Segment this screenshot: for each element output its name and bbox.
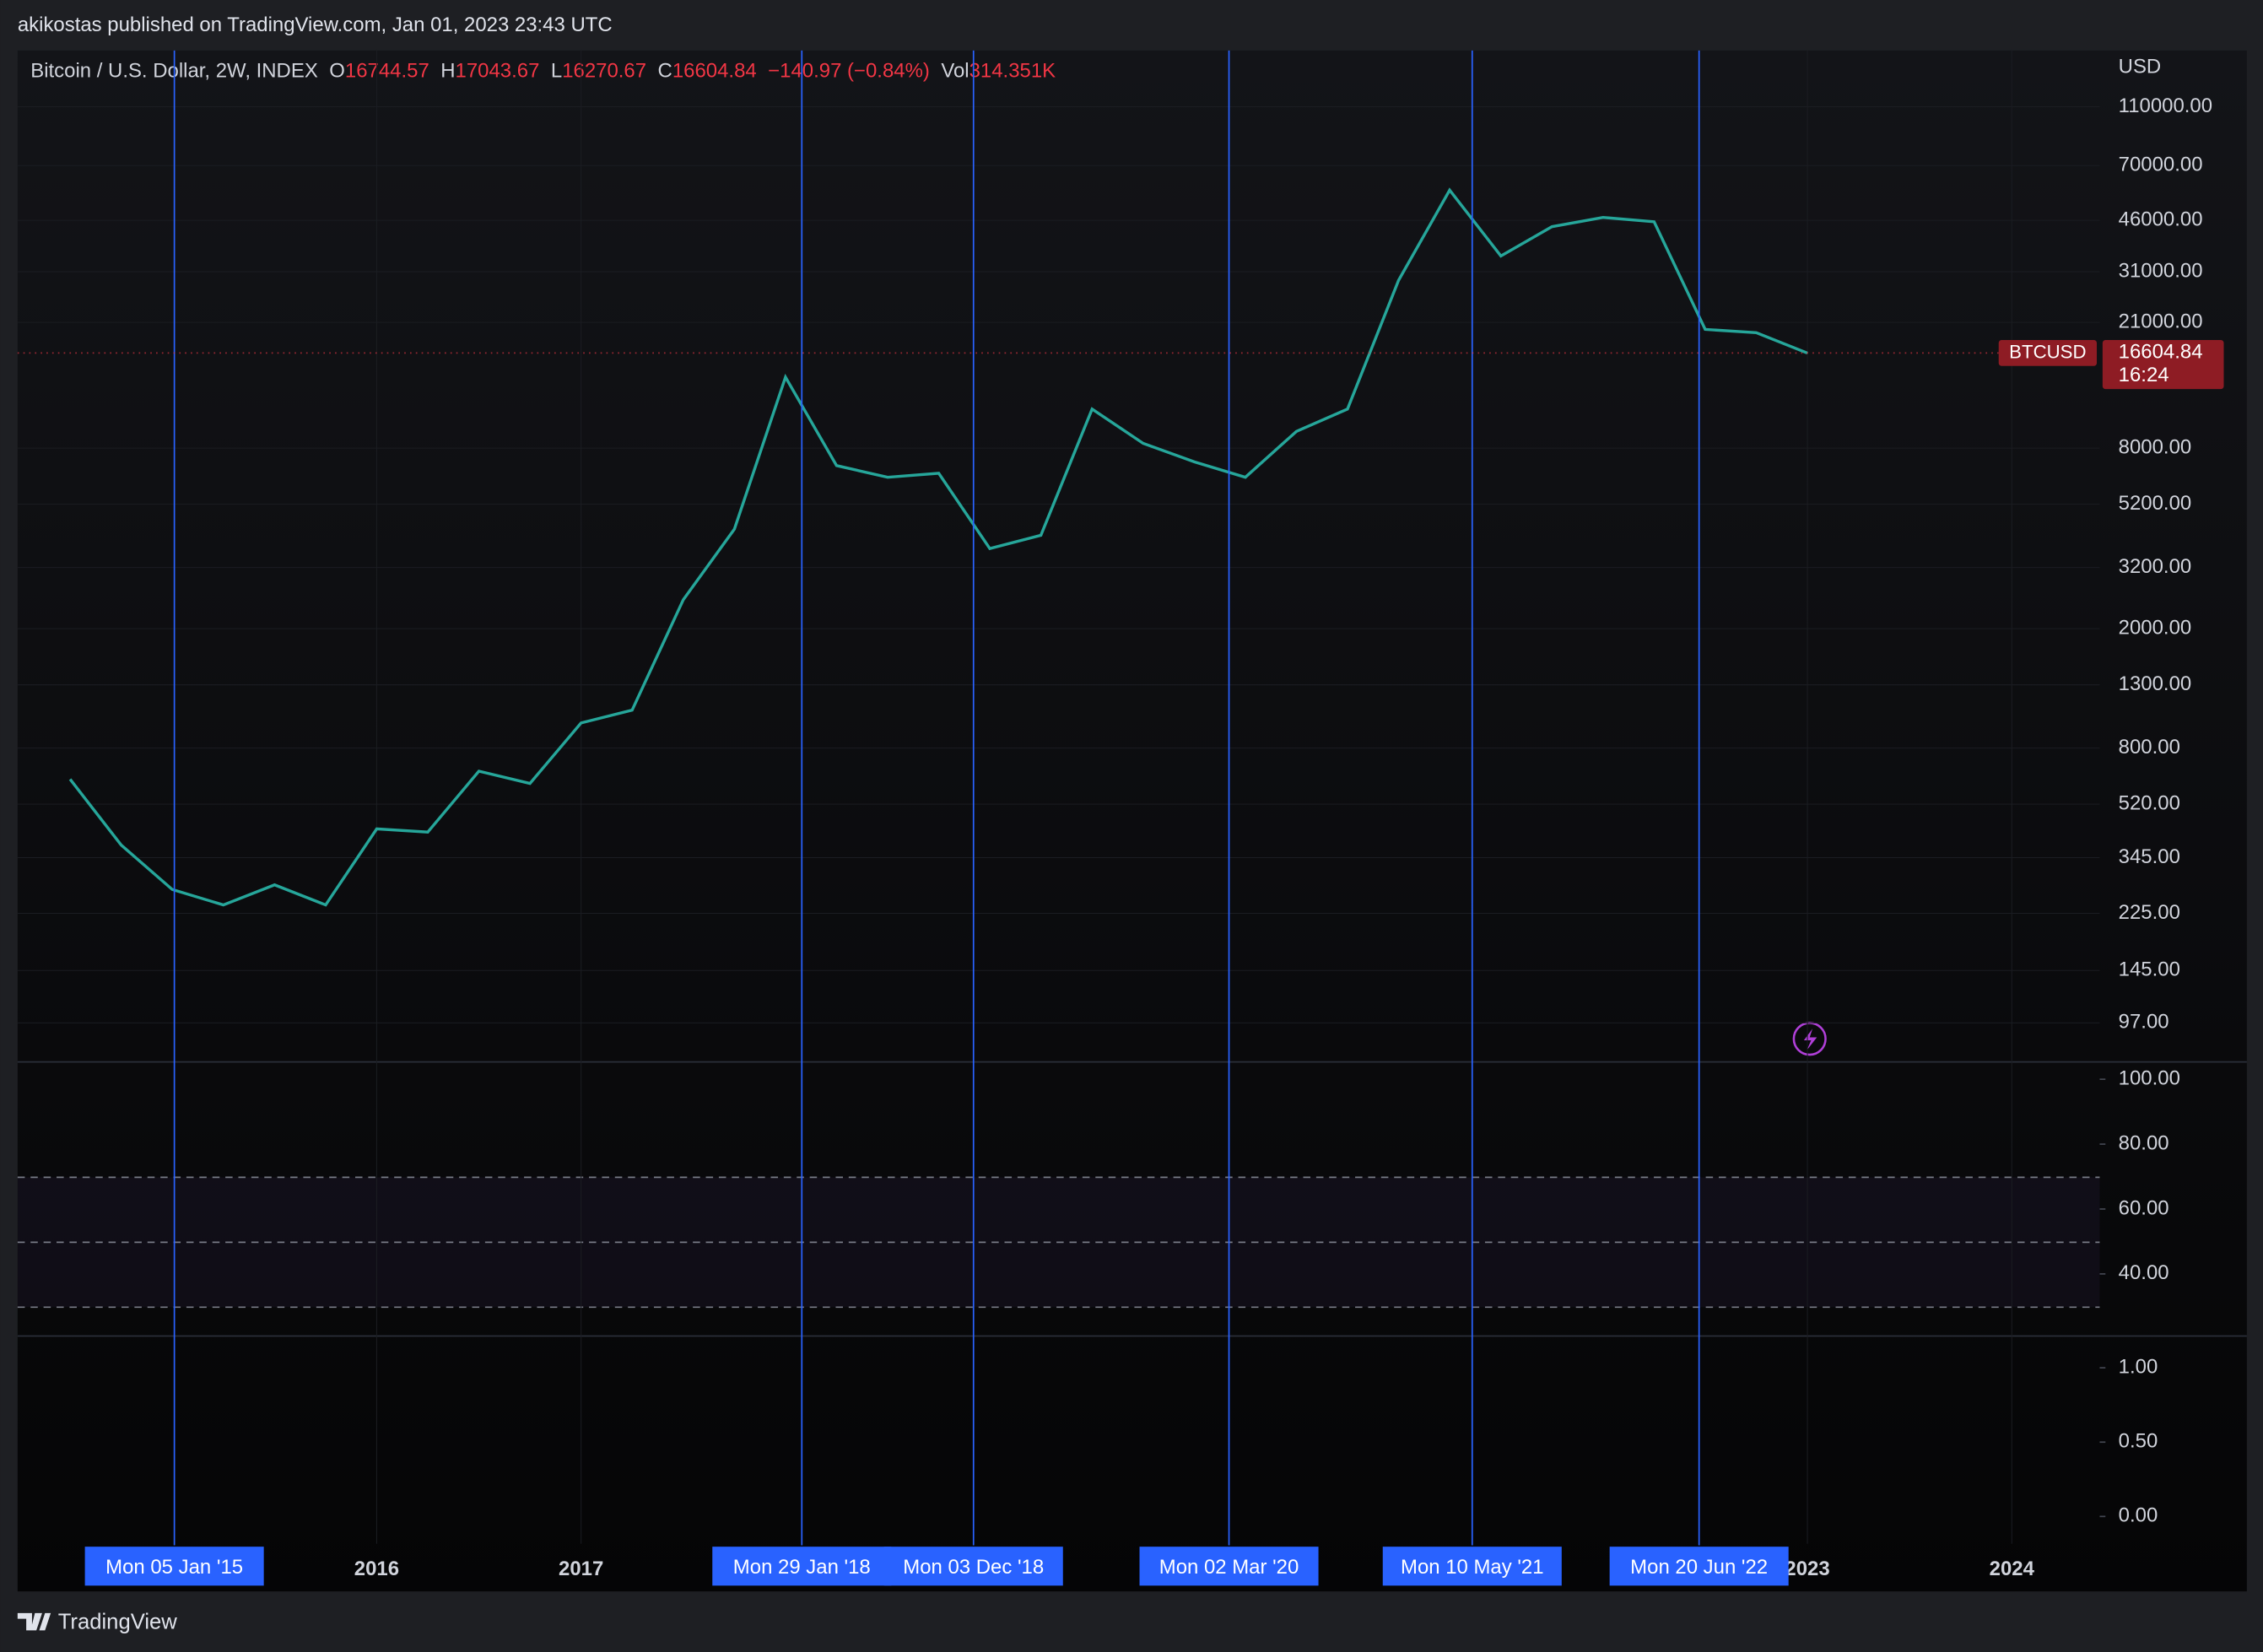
marker-label: Mon 02 Mar '20 [1159, 1556, 1299, 1579]
marker-label: Mon 03 Dec '18 [903, 1556, 1044, 1579]
y-tick-label: 345.00 [2119, 845, 2180, 868]
marker-label: Mon 10 May '21 [1401, 1556, 1544, 1579]
symbol-tag: BTCUSD [2009, 341, 2086, 362]
y-tick-label: 0.50 [2119, 1430, 2158, 1453]
y-tick-label: 97.00 [2119, 1011, 2169, 1034]
x-tick-label: 2023 [1785, 1558, 1829, 1580]
y-tick-label: 70000.00 [2119, 154, 2203, 176]
y-tick-label: 5200.00 [2119, 492, 2192, 515]
legend-value: 17043.67 [456, 60, 540, 83]
marker-label: Mon 29 Jan '18 [733, 1556, 871, 1579]
header-text: akikostas published on TradingView.com, … [18, 13, 613, 36]
marker-label: Mon 20 Jun '22 [1630, 1556, 1768, 1579]
marker-label-bg [883, 1547, 1063, 1586]
marker-label-bg [1382, 1547, 1562, 1586]
y-tick-label: 145.00 [2119, 958, 2180, 981]
legend-key: L [551, 60, 562, 83]
legend-change: −140.97 (−0.84%) [768, 60, 930, 83]
footer: TradingView [17, 1611, 178, 1634]
legend-key: O [329, 60, 345, 83]
y-tick-label: 800.00 [2119, 736, 2180, 759]
x-tick-label: 2024 [1990, 1558, 2035, 1580]
y-tick-label: 0.00 [2119, 1504, 2158, 1527]
currency-label: USD [2119, 56, 2162, 78]
y-tick-label: 46000.00 [2119, 208, 2203, 230]
price-tag: 16604.84 [2119, 341, 2203, 364]
alert-bolt [1803, 1028, 1817, 1050]
price-tag-bg [2102, 340, 2224, 390]
logo [17, 1612, 51, 1631]
y-tick-label: 520.00 [2119, 791, 2180, 814]
y-tick-label: 225.00 [2119, 901, 2180, 924]
marker-label-bg [712, 1547, 892, 1586]
y-tick-label: 1.00 [2119, 1355, 2158, 1378]
x-tick-label: 2017 [559, 1558, 603, 1580]
y-tick-label: 1300.00 [2119, 672, 2192, 695]
price-line [68, 187, 1808, 907]
legend-value: 314.351K [969, 60, 1056, 83]
y-tick-label: 60.00 [2119, 1196, 2169, 1219]
chart-bg [17, 50, 2247, 1592]
legend-key: Vol [941, 60, 969, 83]
x-tick-label: 2016 [354, 1558, 399, 1580]
symbol-tag-bg [1998, 340, 2098, 366]
countdown: 16:24 [2119, 364, 2169, 386]
legend-key: H [440, 60, 455, 83]
y-tick-label: 8000.00 [2119, 435, 2192, 458]
y-tick-label: 80.00 [2119, 1131, 2169, 1154]
y-tick-label: 110000.00 [2119, 94, 2212, 117]
marker-label-bg [1139, 1547, 1319, 1586]
legend-key: C [658, 60, 672, 83]
legend: Bitcoin / U.S. Dollar, 2W, INDEX O16744.… [30, 60, 1056, 83]
marker-label: Mon 05 Jan '15 [105, 1556, 243, 1579]
y-tick-label: 100.00 [2119, 1066, 2180, 1089]
legend-value: 16744.57 [345, 60, 429, 83]
y-tick-label: 3200.00 [2119, 555, 2192, 578]
footer-brand: TradingView [58, 1611, 178, 1634]
y-tick-label: 40.00 [2119, 1261, 2169, 1284]
marker-label-bg [1609, 1547, 1789, 1586]
marker-label-bg [84, 1547, 264, 1586]
y-tick-label: 31000.00 [2119, 259, 2203, 282]
y-tick-label: 21000.00 [2119, 310, 2203, 332]
y-tick-label: 2000.00 [2119, 617, 2192, 640]
legend-value: 16270.67 [562, 60, 646, 83]
legend-value: 16604.84 [672, 60, 757, 83]
